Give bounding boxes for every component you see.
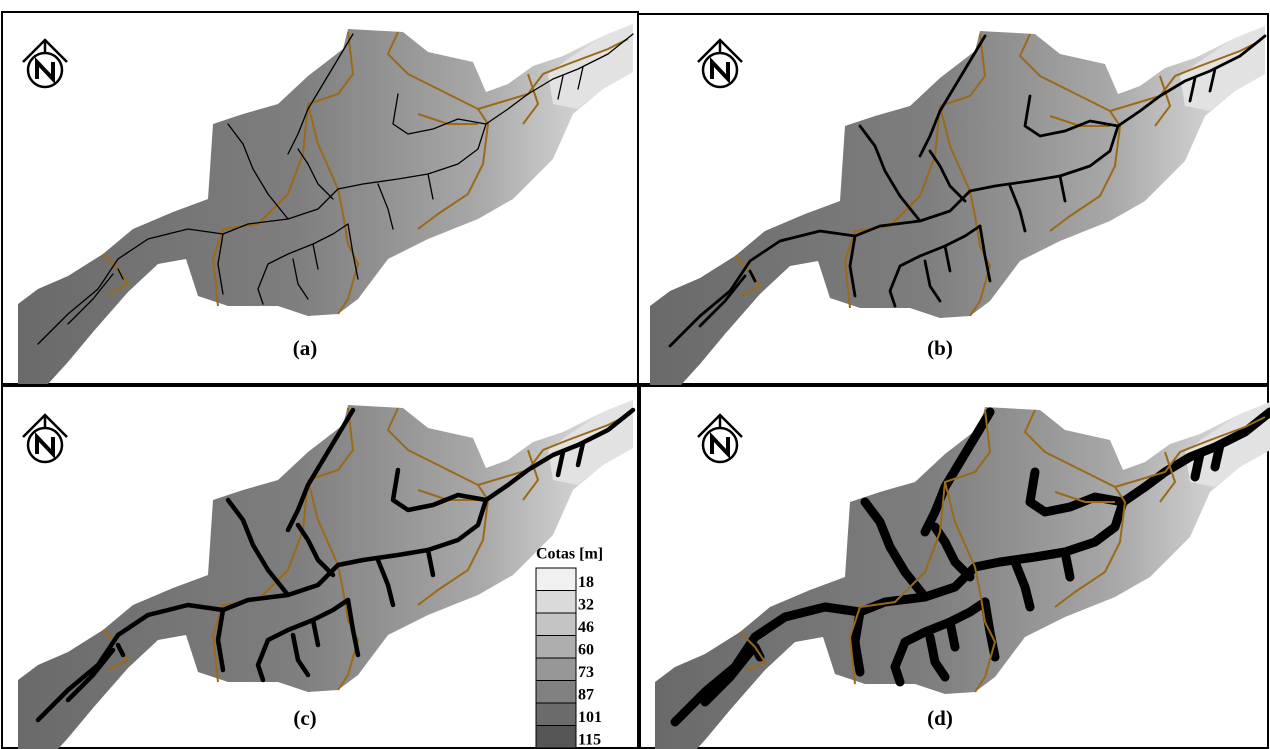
panel-b: (b) bbox=[638, 14, 1268, 386]
legend-swatch bbox=[536, 613, 576, 636]
legend-swatch bbox=[536, 636, 576, 659]
panel-label: (a) bbox=[293, 336, 318, 360]
legend-label: 18 bbox=[578, 574, 594, 591]
panel-a: (a) bbox=[2, 12, 638, 384]
panel-d: (d) bbox=[640, 386, 1270, 749]
legend-label: 73 bbox=[578, 664, 594, 681]
panel-label: (b) bbox=[927, 336, 953, 360]
legend-swatch bbox=[536, 658, 576, 681]
legend-swatch bbox=[536, 568, 576, 591]
figure: (a) (b) (c) Cotas [m] 18 32 46 60 73 87 101 115… bbox=[0, 0, 1270, 749]
legend-swatch bbox=[536, 703, 576, 726]
legend-label: 87 bbox=[578, 686, 594, 703]
legend-label: 115 bbox=[578, 731, 601, 748]
legend-label: 101 bbox=[578, 709, 602, 726]
panel-label: (c) bbox=[293, 706, 316, 730]
legend-swatch bbox=[536, 591, 576, 614]
legend-swatch bbox=[536, 726, 576, 749]
legend-title: Cotas [m] bbox=[536, 546, 603, 563]
legend-label: 46 bbox=[578, 619, 594, 636]
legend: 18 32 46 60 73 87 101 115 bbox=[536, 568, 602, 748]
panel-c: (c) Cotas [m] 18 32 46 60 73 87 101 115 bbox=[2, 386, 638, 749]
legend-label: 32 bbox=[578, 596, 594, 613]
panel-label: (d) bbox=[927, 706, 953, 730]
legend-label: 60 bbox=[578, 641, 594, 658]
legend-swatch bbox=[536, 681, 576, 704]
